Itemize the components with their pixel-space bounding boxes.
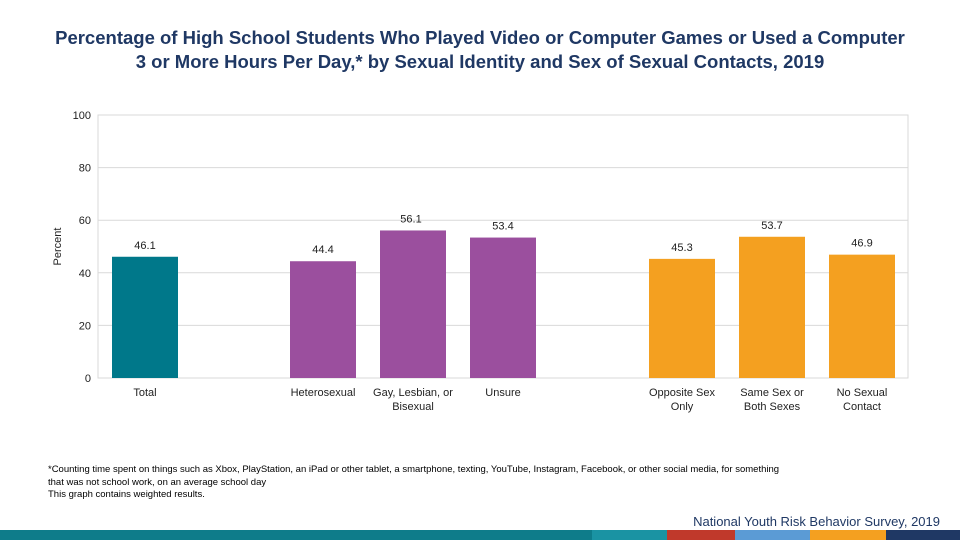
x-tick-label: Total (133, 387, 156, 399)
footnote: *Counting time spent on things such as X… (48, 464, 928, 502)
bar-value-label: 53.4 (492, 221, 513, 233)
bar (829, 254, 895, 378)
title-line-1: Percentage of High School Students Who P… (55, 27, 905, 48)
x-tick-label: Heterosexual (291, 387, 356, 399)
y-tick-label: 60 (79, 215, 91, 227)
bar (470, 237, 536, 378)
bar (739, 236, 805, 378)
footnote-line-3: This graph contains weighted results. (48, 489, 205, 500)
bar-value-label: 53.7 (761, 220, 782, 232)
x-tick-label: No Sexual (837, 387, 888, 399)
x-tick-label: Opposite Sex (649, 387, 716, 399)
title-line-2: 3 or More Hours Per Day,* by Sexual Iden… (135, 51, 825, 72)
bottom-bar-segment (592, 530, 667, 540)
bottom-bar-segment (667, 530, 735, 540)
bottom-bar-segment (886, 530, 960, 540)
source-label: National Youth Risk Behavior Survey, 201… (693, 514, 940, 529)
x-tick-label: Unsure (485, 387, 520, 399)
bottom-color-bar (0, 530, 960, 540)
x-tick-label: Bisexual (392, 401, 434, 413)
bar-value-label: 46.9 (851, 238, 872, 250)
y-tick-label: 100 (73, 110, 91, 122)
bar-value-label: 46.1 (134, 240, 155, 252)
y-tick-label: 80 (79, 163, 91, 175)
x-tick-label: Gay, Lesbian, or (373, 387, 453, 399)
bottom-bar-segment (0, 530, 592, 540)
chart-title: Percentage of High School Students Who P… (0, 26, 960, 74)
bar-value-label: 45.3 (671, 242, 692, 254)
y-tick-label: 20 (79, 320, 91, 332)
y-tick-label: 40 (79, 268, 91, 280)
bar (380, 230, 446, 378)
x-tick-label: Only (671, 401, 694, 413)
x-tick-label: Both Sexes (744, 401, 801, 413)
bar-chart: 0 20 40 60 80 100 Percent 46.1 Total 44.4 Heterose… (52, 110, 909, 413)
x-tick-label: Contact (843, 401, 881, 413)
footnote-line-1: *Counting time spent on things such as X… (48, 464, 780, 475)
bottom-bar-segment (735, 530, 810, 540)
bar (112, 256, 178, 378)
bar (649, 258, 715, 378)
x-tick-label: Same Sex or (740, 387, 804, 399)
bar-value-label: 44.4 (312, 244, 333, 256)
bar-value-label: 56.1 (400, 213, 421, 225)
footnote-line-2: that was not school work, on an average … (48, 476, 267, 488)
y-axis-label: Percent (52, 228, 64, 266)
y-tick-label: 0 (85, 373, 91, 385)
bar (290, 261, 356, 378)
bottom-bar-segment (810, 530, 886, 540)
